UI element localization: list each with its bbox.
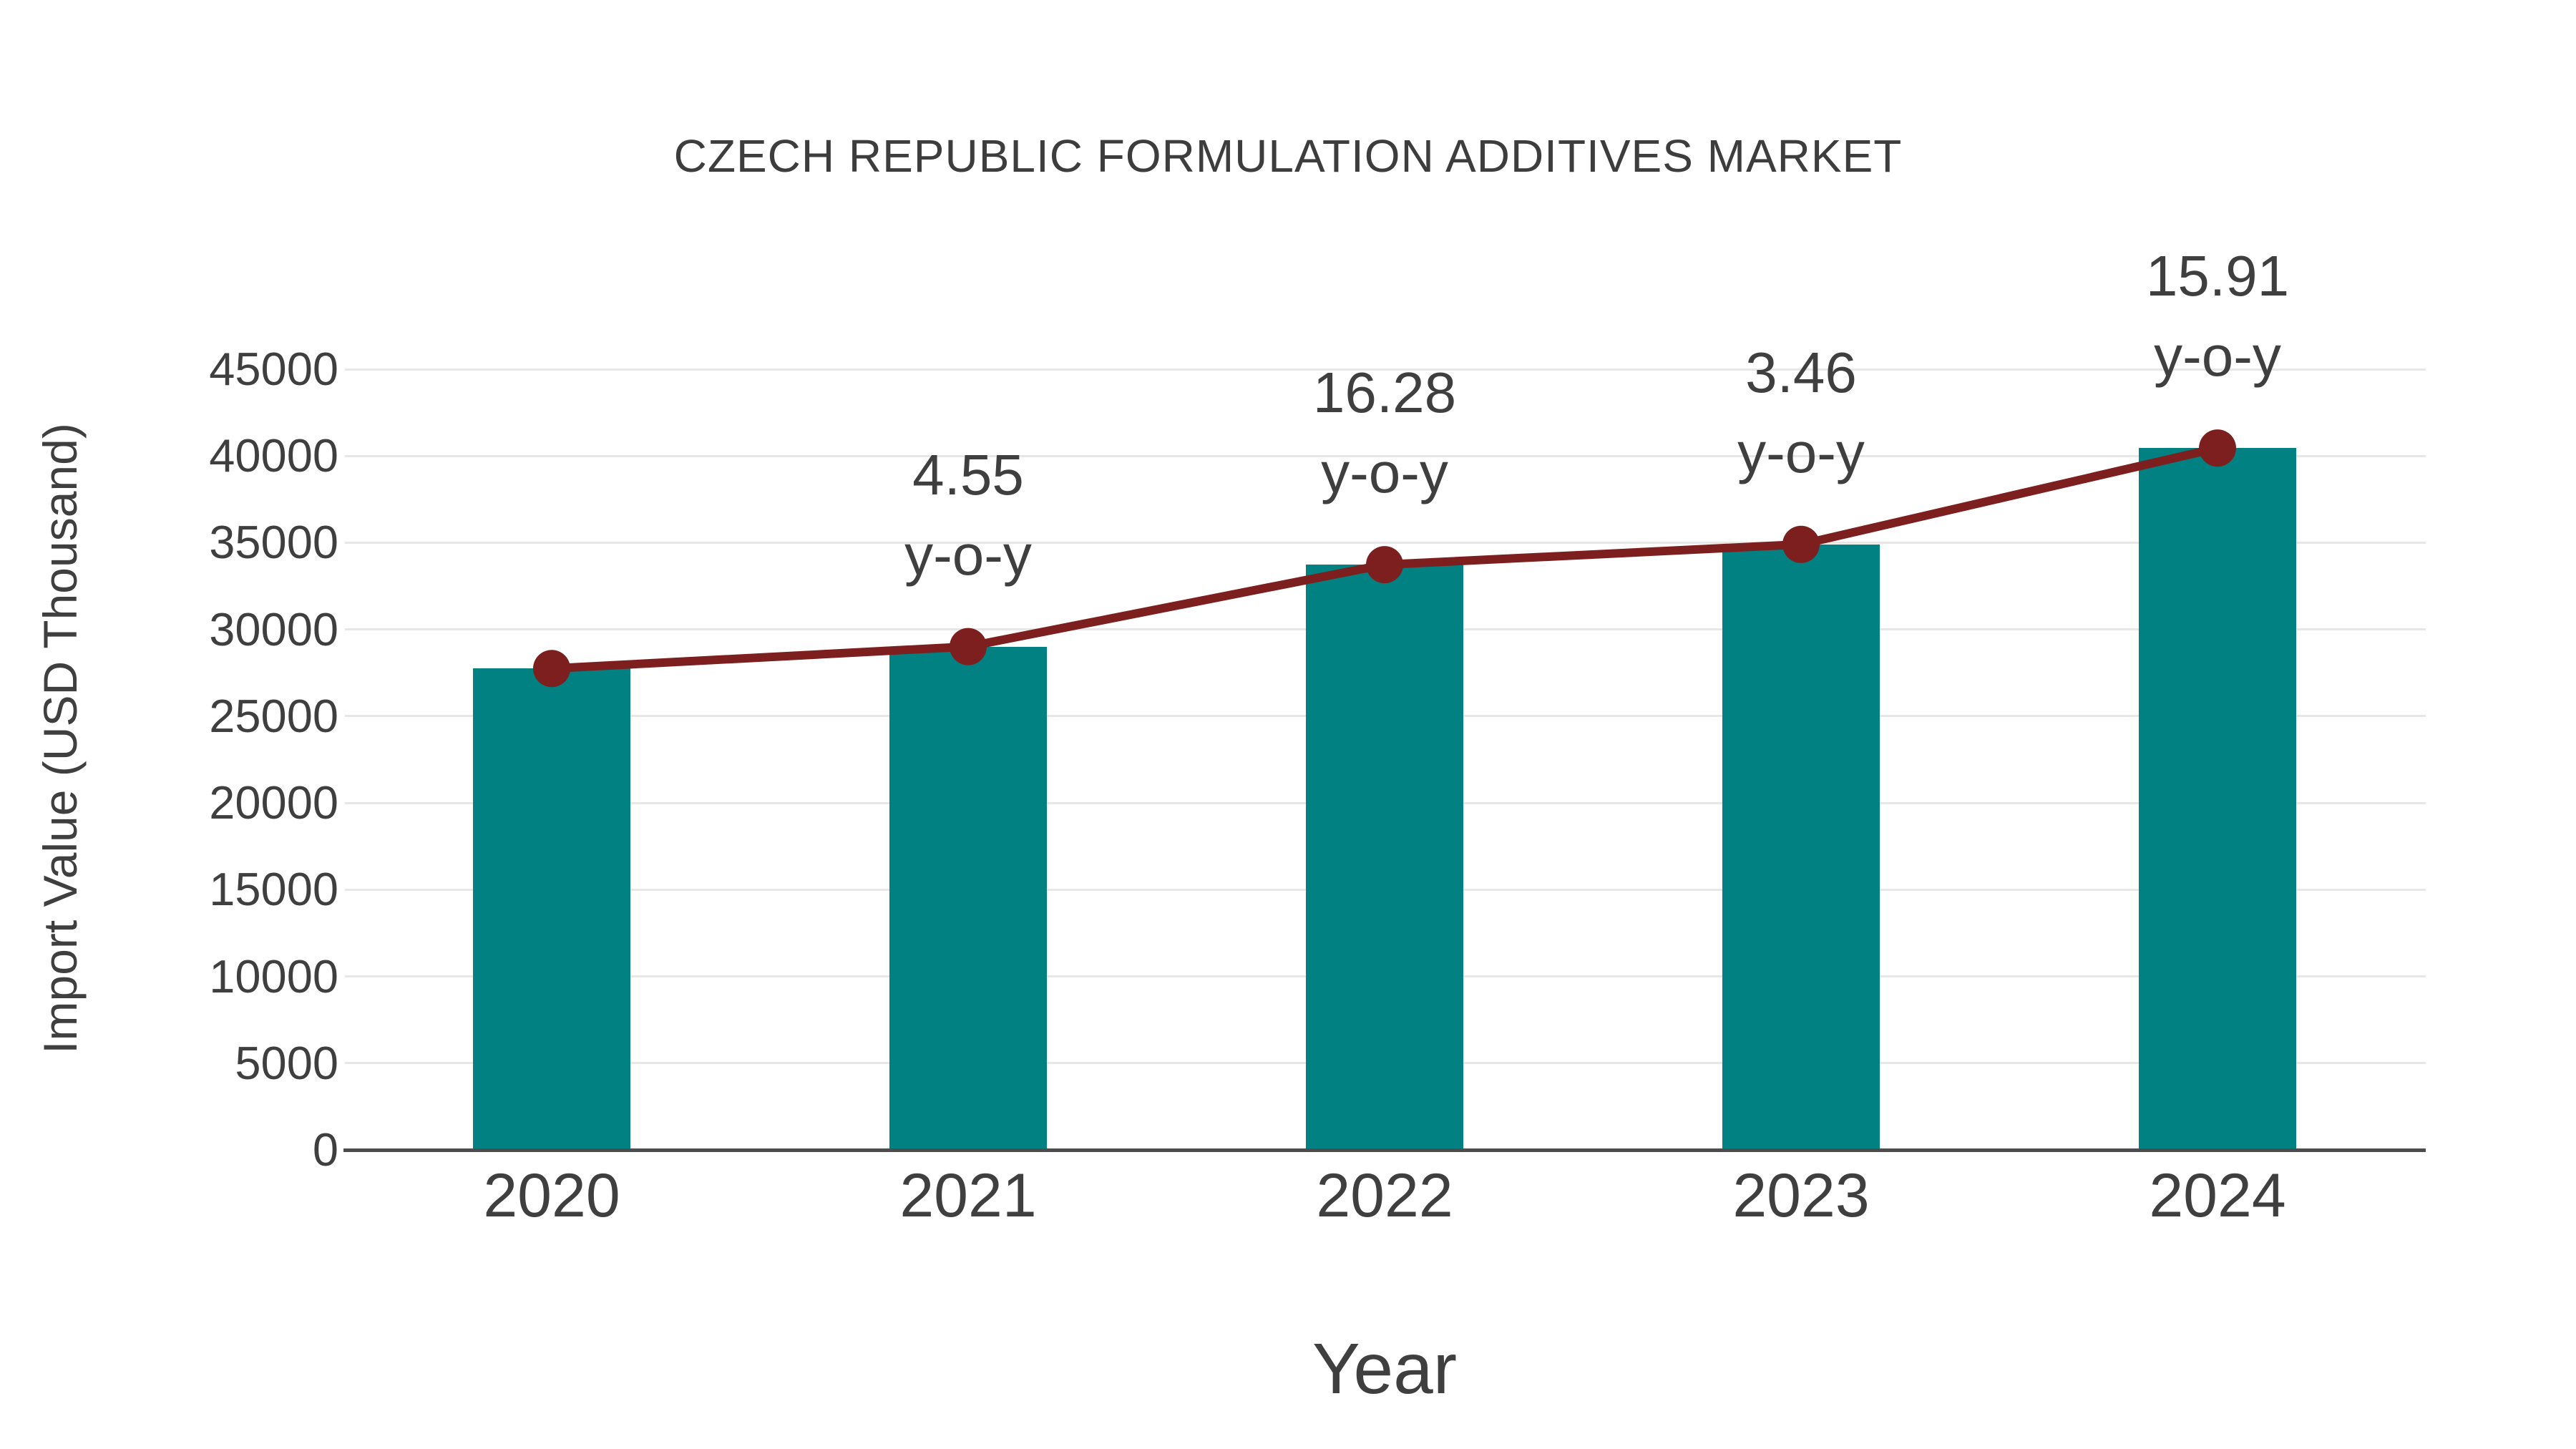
y-tick-label: 20000 — [209, 776, 338, 829]
bar-2022 — [1306, 565, 1463, 1150]
x-tick-label-2021: 2021 — [899, 1161, 1037, 1230]
annotation-2022: 16.28 y-o-y — [1313, 353, 1456, 513]
x-tick-label-2023: 2023 — [1732, 1161, 1870, 1230]
y-tick-label: 45000 — [209, 343, 338, 395]
marker-2021 — [950, 628, 987, 665]
annotation-value: 16.28 — [1312, 361, 1457, 425]
x-tick-label-2022: 2022 — [1316, 1161, 1453, 1230]
annotation-suffix: y-o-y — [1737, 420, 1865, 484]
y-tick-label: 0 — [312, 1123, 338, 1176]
marker-2020 — [533, 650, 570, 688]
y-axis-title: Import Value (USD Thousand) — [34, 423, 87, 1054]
y-tick-label: 15000 — [209, 863, 338, 916]
y-tick-label: 25000 — [209, 689, 338, 742]
annotation-2023: 3.46 y-o-y — [1737, 333, 1865, 493]
gridline-40000 — [345, 454, 2426, 457]
x-axis-title: Year — [1312, 1329, 1458, 1409]
bar-2021 — [889, 646, 1047, 1150]
bar-2020 — [473, 668, 630, 1150]
marker-2023 — [1782, 525, 1820, 563]
y-tick-label: 40000 — [209, 429, 338, 482]
annotation-2024: 15.91 y-o-y — [2146, 236, 2289, 396]
annotation-value: 4.55 — [912, 442, 1024, 507]
y-tick-label: 35000 — [209, 516, 338, 569]
annotation-suffix: y-o-y — [904, 522, 1032, 587]
trend-line-overlay — [533, 429, 2236, 688]
annotation-value: 15.91 — [2145, 244, 2290, 308]
bar-2023 — [1722, 544, 1880, 1150]
gridline-45000 — [345, 368, 2426, 371]
y-tick-label: 30000 — [209, 602, 338, 655]
gridline-35000 — [345, 541, 2426, 544]
y-tick-label: 10000 — [209, 950, 338, 1002]
x-tick-label-2024: 2024 — [2149, 1161, 2286, 1230]
marker-2024 — [2199, 429, 2236, 467]
annotation-suffix: y-o-y — [2154, 324, 2281, 389]
marker-2022 — [1366, 546, 1403, 584]
annotation-2021: 4.55 y-o-y — [904, 435, 1032, 595]
y-tick-label: 5000 — [235, 1036, 338, 1089]
annotation-value: 3.46 — [1745, 340, 1857, 404]
annotation-suffix: y-o-y — [1321, 441, 1448, 505]
x-tick-label-2020: 2020 — [483, 1161, 620, 1230]
bar-2024 — [2139, 448, 2296, 1150]
chart-title: CZECH REPUBLIC FORMULATION ADDITIVES MAR… — [673, 130, 1903, 182]
x-axis-line — [343, 1148, 2426, 1152]
plot-area — [343, 368, 2426, 1152]
